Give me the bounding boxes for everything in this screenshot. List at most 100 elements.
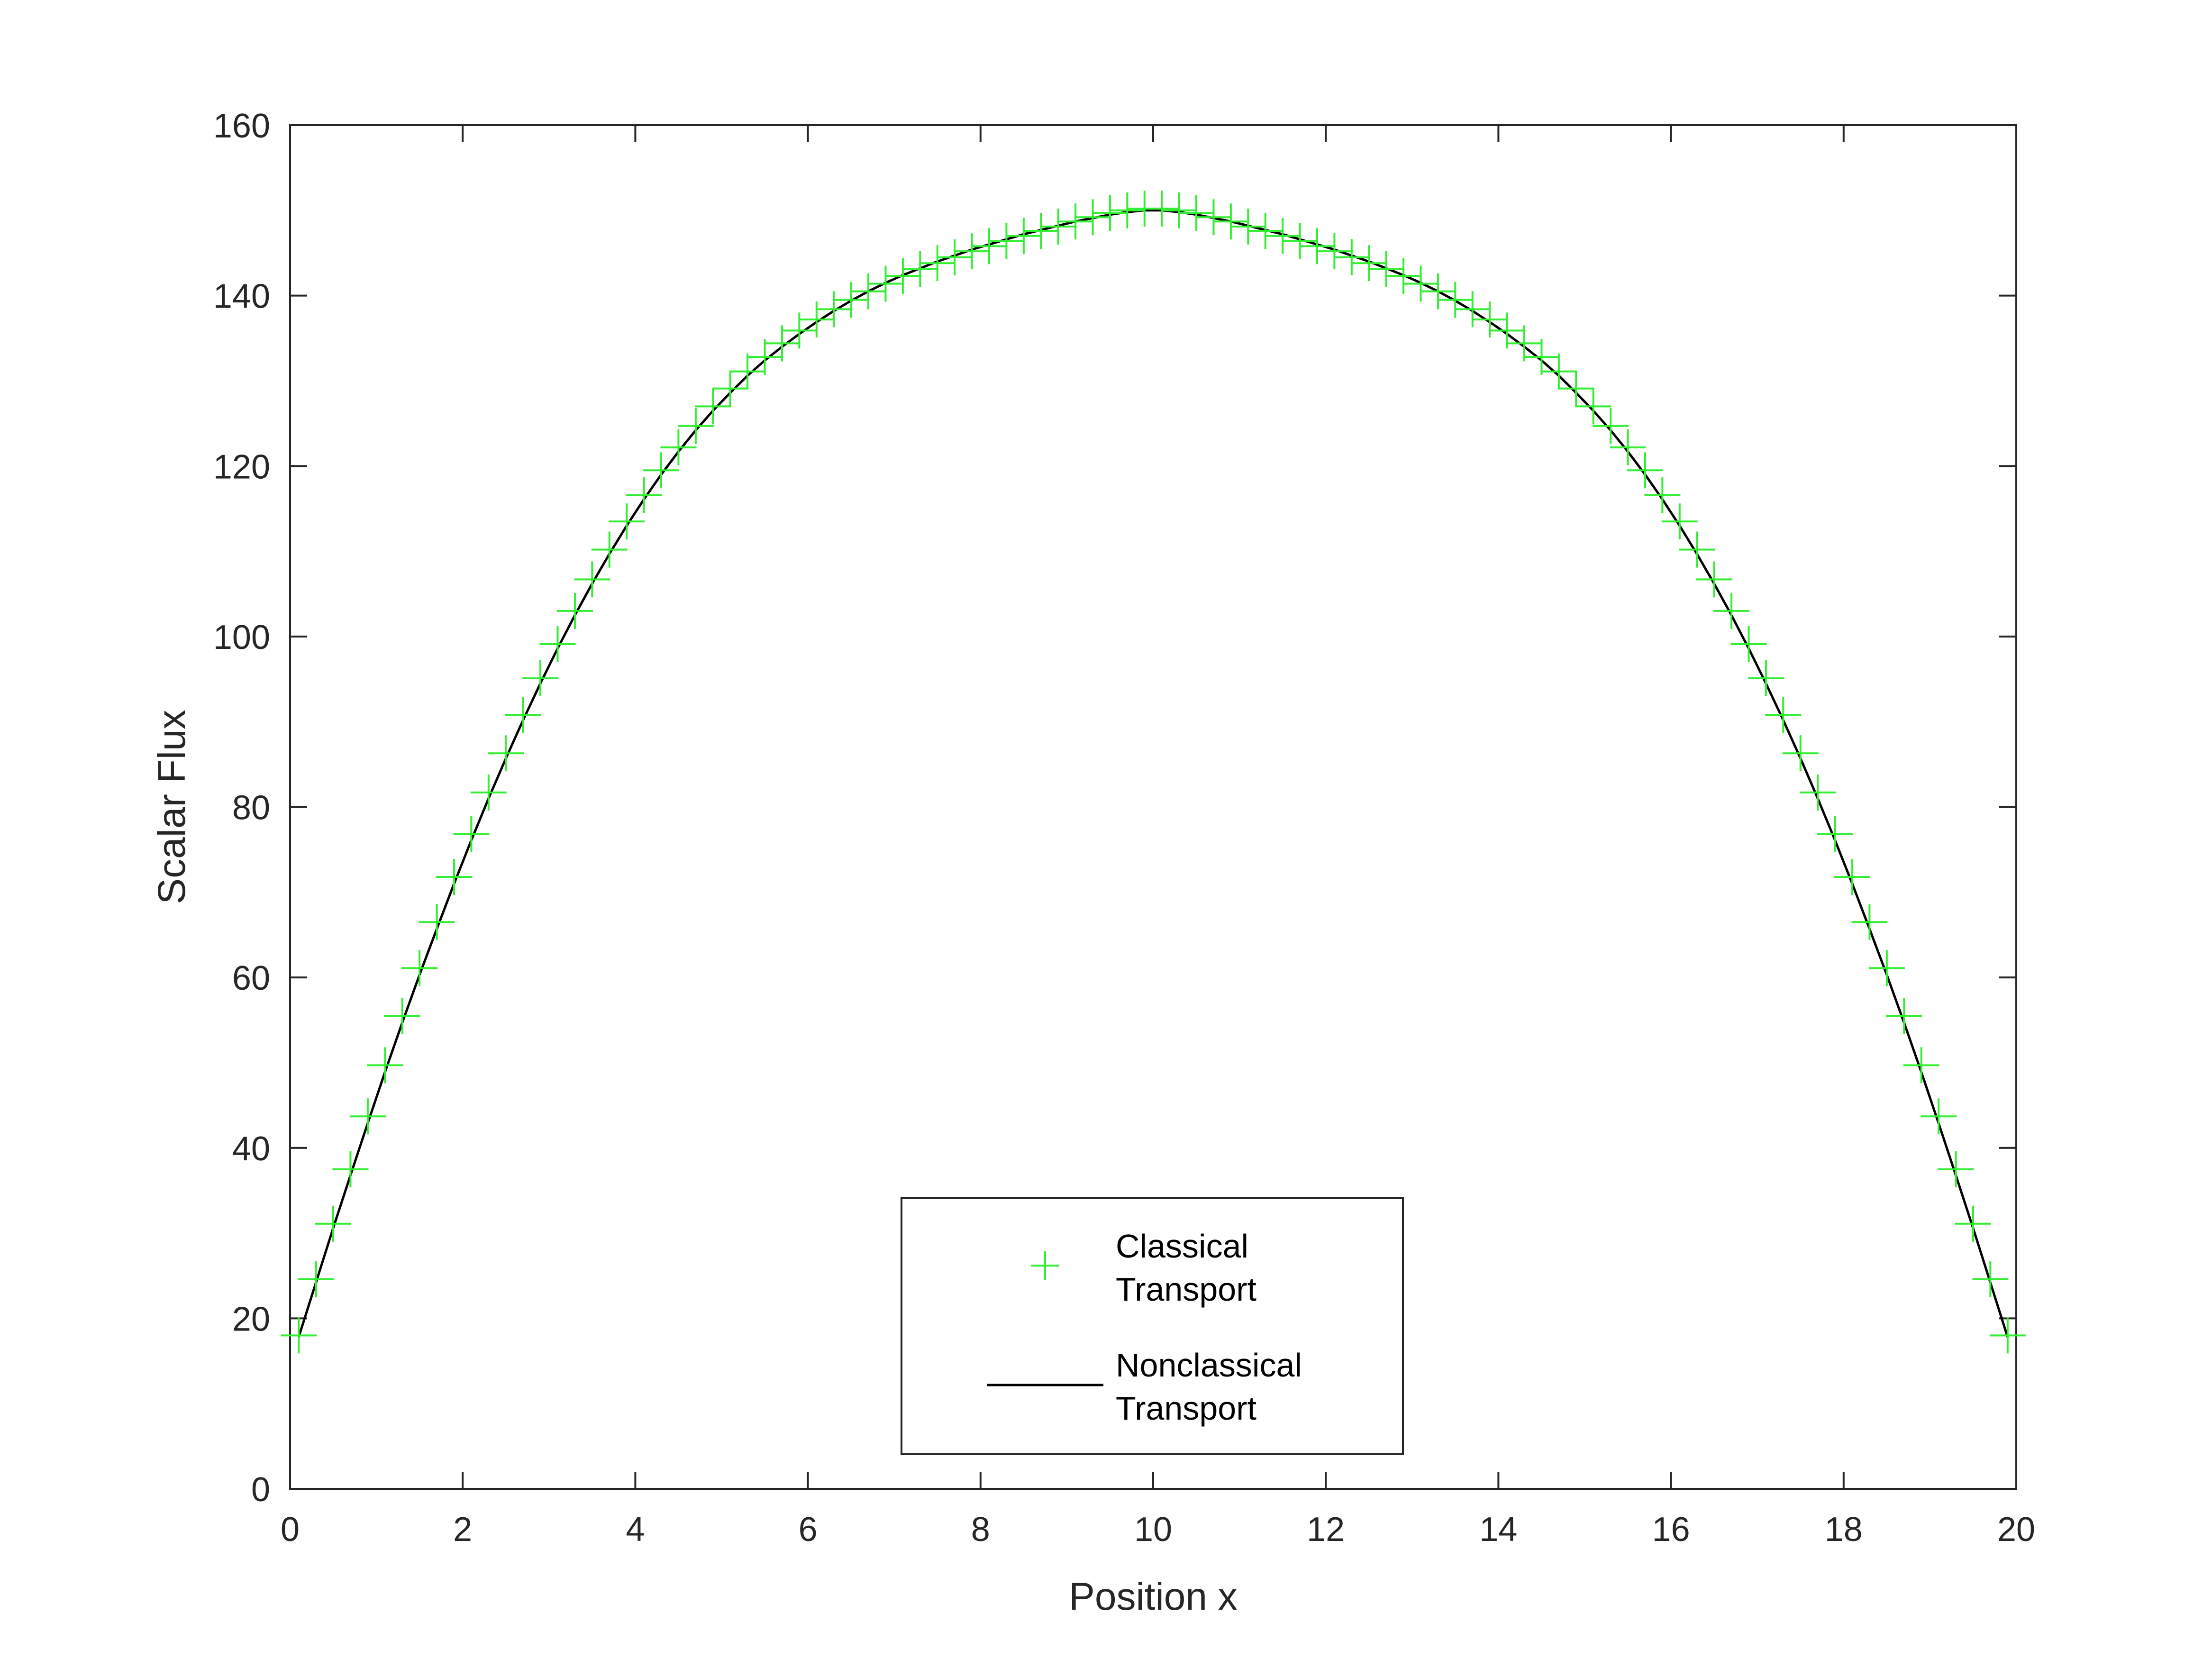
classical-point	[505, 697, 541, 733]
classical-point	[1575, 388, 1611, 425]
classical-point	[488, 735, 524, 772]
classical-point	[643, 452, 680, 489]
classical-point	[1161, 192, 1197, 228]
legend-label-classical-line2: Transport	[1116, 1271, 1256, 1308]
legend-label-nonclassical-line2: Transport	[1116, 1390, 1256, 1427]
classical-point	[1938, 1151, 1974, 1187]
classical-point	[315, 1205, 352, 1242]
classical-point	[1144, 191, 1180, 227]
x-tick-label: 16	[1652, 1511, 1690, 1549]
classical-point	[816, 291, 852, 328]
classical-point	[332, 1151, 369, 1187]
y-tick-label: 100	[213, 619, 270, 656]
classical-point	[1696, 561, 1732, 598]
classical-point	[1368, 251, 1404, 287]
legend-label-nonclassical-line1: Nonclassical	[1116, 1347, 1302, 1384]
classical-point	[281, 1317, 317, 1354]
classical-point	[1454, 291, 1491, 328]
classical-point	[1299, 228, 1335, 264]
x-tick-label: 0	[281, 1511, 300, 1549]
y-tick-label: 140	[213, 278, 270, 316]
classical-point	[1679, 531, 1715, 568]
classical-point	[1282, 223, 1318, 259]
x-tick-label: 2	[453, 1511, 472, 1549]
classical-point	[626, 477, 662, 513]
classical-point	[1040, 208, 1076, 245]
classical-point	[1333, 239, 1370, 275]
classical-point	[1593, 408, 1629, 444]
classical-point	[1351, 245, 1387, 282]
legend-marker-classical	[1031, 1251, 1059, 1280]
classical-point	[919, 245, 956, 282]
classical-point	[1558, 370, 1594, 407]
classical-point	[954, 233, 990, 270]
classical-point	[1748, 660, 1784, 696]
legend-label-nonclassical: Nonclassical Transport	[1116, 1347, 1311, 1427]
classical-point	[1851, 904, 1888, 940]
classical-point	[1782, 735, 1819, 772]
classical-point	[695, 388, 731, 425]
classical-point	[436, 858, 472, 895]
x-tick-label: 18	[1825, 1511, 1863, 1549]
classical-point	[1316, 233, 1353, 270]
y-tick-label: 20	[232, 1300, 270, 1338]
nonclassical-transport-line	[297, 209, 2009, 1338]
classical-point	[1385, 258, 1422, 294]
series-classical-transport	[281, 191, 2026, 1354]
y-tick-label: 40	[232, 1130, 270, 1168]
classical-point	[1817, 816, 1853, 853]
classical-point	[1005, 218, 1042, 254]
classical-point	[349, 1098, 386, 1135]
classical-point	[1868, 950, 1905, 986]
classical-point	[660, 429, 697, 465]
y-axis-label: Scalar Flux	[150, 710, 193, 904]
classical-point	[1247, 212, 1284, 249]
classical-point	[1903, 1047, 1939, 1084]
x-tick-label: 8	[971, 1511, 990, 1549]
classical-point	[609, 503, 645, 540]
y-tick-label: 0	[251, 1471, 270, 1509]
y-tick-labels: 0 20 40 60 80 100 120 140 160	[213, 107, 270, 1509]
classical-point	[1972, 1261, 2009, 1297]
legend-label-classical: Classical Transport	[1116, 1228, 1258, 1308]
classical-point	[1023, 212, 1059, 249]
classical-point	[556, 592, 593, 629]
classical-point	[677, 408, 714, 444]
classical-point	[591, 531, 628, 568]
x-tick-label: 4	[626, 1511, 645, 1549]
legend-label-classical-line1: Classical	[1116, 1228, 1248, 1265]
classical-point	[1627, 452, 1663, 489]
x-tick-label: 12	[1307, 1511, 1345, 1549]
axis-ticks	[289, 124, 2017, 1490]
classical-point	[746, 339, 783, 375]
x-tick-labels: 0 2 4 6 8 10 12 14 16 18 20	[281, 1511, 2035, 1549]
classical-point	[1730, 626, 1767, 663]
classical-point	[1921, 1098, 1957, 1135]
classical-point	[1057, 203, 1094, 240]
classical-point	[902, 251, 938, 287]
classical-point	[988, 223, 1025, 259]
classical-point	[729, 353, 766, 390]
classical-point	[833, 282, 869, 318]
classical-point	[298, 1261, 334, 1297]
classical-point	[971, 228, 1008, 264]
classical-point	[1212, 203, 1249, 240]
classical-point	[850, 273, 887, 310]
classical-point	[1955, 1205, 1991, 1242]
classical-point	[401, 950, 438, 986]
y-tick-label: 80	[232, 789, 270, 827]
legend: Classical Transport Nonclassical Transpo…	[901, 1197, 1404, 1455]
x-tick-label: 20	[1997, 1511, 2035, 1549]
classical-point	[798, 301, 835, 337]
classical-point	[1989, 1317, 2026, 1354]
classical-point	[1092, 195, 1128, 231]
x-tick-label: 10	[1134, 1511, 1172, 1549]
classical-point	[1610, 429, 1646, 465]
classical-point	[1800, 774, 1836, 811]
classical-point	[574, 561, 610, 598]
classical-point	[522, 660, 559, 696]
classical-point	[937, 239, 973, 275]
classical-point	[1644, 477, 1681, 513]
classical-point	[1834, 858, 1871, 895]
